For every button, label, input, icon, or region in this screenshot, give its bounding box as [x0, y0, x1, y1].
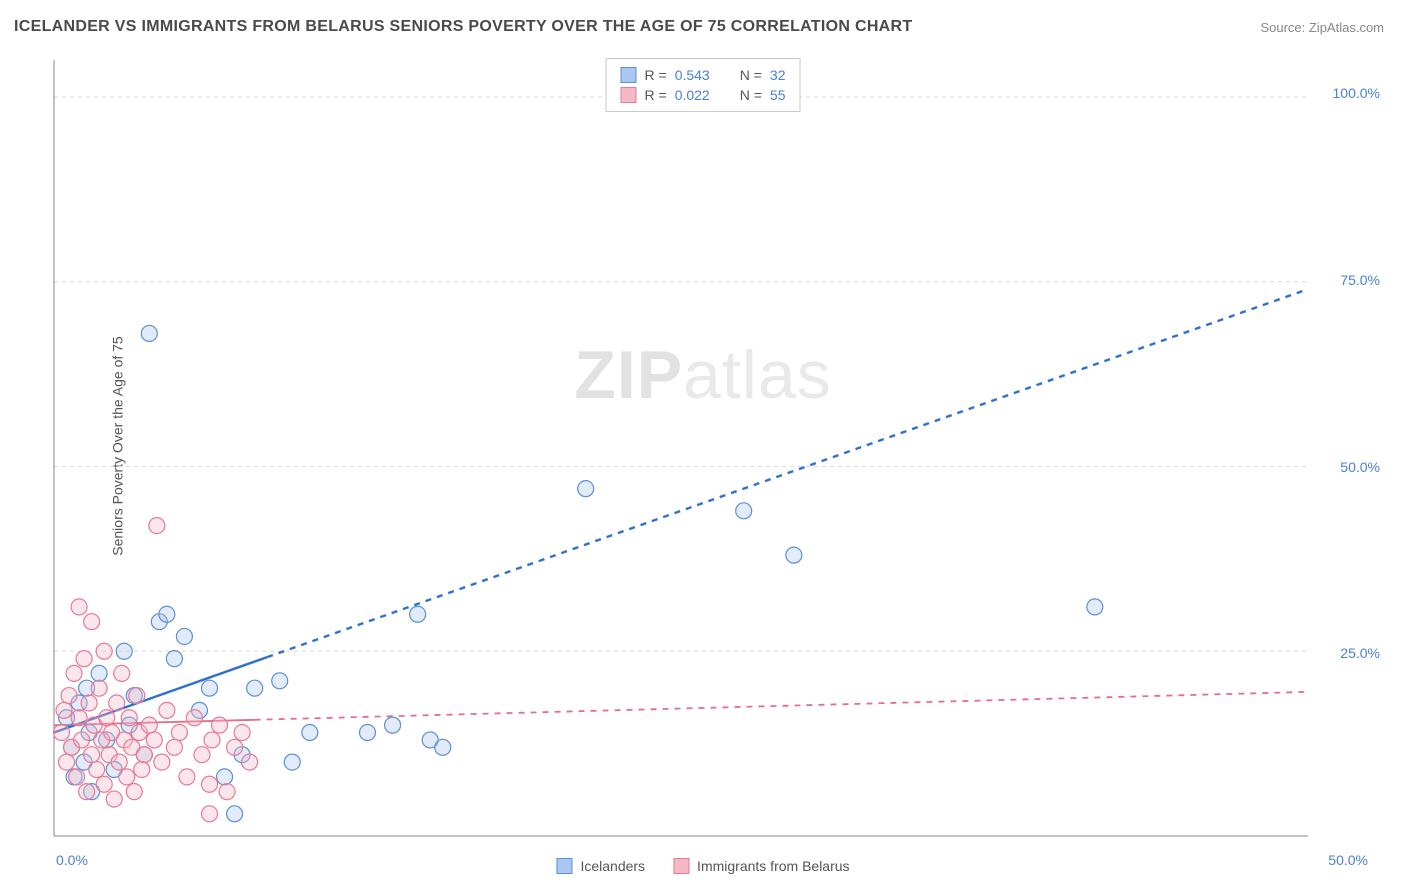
- y-tick-label: 100.0%: [1333, 85, 1380, 101]
- series-legend: Icelanders Immigrants from Belarus: [556, 858, 849, 874]
- n-value: 32: [770, 67, 786, 83]
- chart-area: 25.0% 50.0% 75.0% 100.0%: [50, 56, 1378, 840]
- legend-swatch: [556, 858, 572, 874]
- x-axis-min-label: 0.0%: [56, 852, 88, 868]
- r-value: 0.543: [675, 67, 710, 83]
- r-value: 0.022: [675, 87, 710, 103]
- n-label: N =: [740, 67, 762, 83]
- legend-item: Icelanders: [556, 858, 645, 874]
- scatter-plot: [50, 56, 1378, 840]
- y-tick-label: 25.0%: [1340, 645, 1380, 661]
- y-tick-label: 50.0%: [1340, 459, 1380, 475]
- legend-row: R = 0.543 N = 32: [621, 65, 786, 85]
- source-label: Source: ZipAtlas.com: [1260, 20, 1384, 35]
- legend-row: R = 0.022 N = 55: [621, 85, 786, 105]
- legend-label: Icelanders: [580, 858, 645, 874]
- r-label: R =: [645, 67, 667, 83]
- legend-swatch: [621, 87, 637, 103]
- legend-swatch: [673, 858, 689, 874]
- r-label: R =: [645, 87, 667, 103]
- x-axis-max-label: 50.0%: [1328, 852, 1368, 868]
- n-value: 55: [770, 87, 786, 103]
- legend-swatch: [621, 67, 637, 83]
- legend-item: Immigrants from Belarus: [673, 858, 849, 874]
- y-tick-label: 75.0%: [1340, 272, 1380, 288]
- chart-title: ICELANDER VS IMMIGRANTS FROM BELARUS SEN…: [14, 18, 912, 36]
- legend-label: Immigrants from Belarus: [697, 858, 849, 874]
- n-label: N =: [740, 87, 762, 103]
- correlation-legend: R = 0.543 N = 32 R = 0.022 N = 55: [606, 58, 801, 112]
